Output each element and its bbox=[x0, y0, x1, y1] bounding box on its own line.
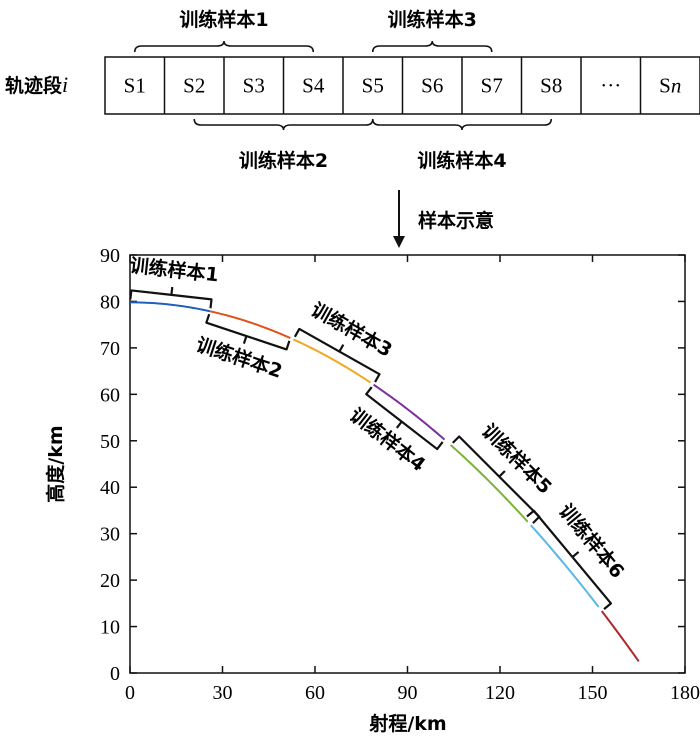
segment-cell-5: S5 bbox=[362, 74, 384, 98]
segment-cell-9: ··· bbox=[600, 74, 621, 98]
segment-name: S bbox=[481, 74, 493, 98]
row-label-var: i bbox=[62, 72, 68, 97]
x-tick-label: 180 bbox=[670, 682, 700, 704]
segment-cell-7: S7 bbox=[481, 74, 503, 98]
y-axis-label: 高度/km bbox=[44, 425, 67, 502]
x-tick-label: 90 bbox=[398, 682, 418, 704]
annotation-label-5: 训练样本5 bbox=[477, 419, 556, 498]
y-axis-ticks: 0 10 20 30 40 50 60 70 80 90 bbox=[100, 245, 685, 685]
y-tick-label: 60 bbox=[100, 384, 120, 406]
top-brace-1-label: 训练样本1 bbox=[179, 8, 268, 31]
annotation-bracket-2 bbox=[205, 313, 291, 351]
y-tick-label: 50 bbox=[100, 431, 120, 453]
segment-name: S bbox=[243, 74, 255, 98]
trajectory-chart: 0 30 60 90 120 150 180 0 10 20 30 40 50 60 70 80 90 射程/… bbox=[44, 245, 700, 735]
annotation-label-6: 训练样本6 bbox=[554, 499, 629, 582]
bottom-brace-1-label: 训练样本2 bbox=[239, 149, 328, 172]
segment-name: S bbox=[362, 74, 374, 98]
segment-index: n bbox=[671, 74, 682, 98]
trajectory-segment-4 bbox=[373, 383, 446, 441]
segment-boxes: S1 S2 S3 S4 S5 S6 S7 S8 ··· Sn bbox=[104, 56, 700, 115]
segment-cell-1: S1 bbox=[124, 74, 146, 98]
trajectory-segment-1 bbox=[129, 301, 211, 313]
segment-cell-6: S6 bbox=[421, 74, 443, 98]
trajectory-series bbox=[129, 301, 640, 662]
segment-schematic: 轨迹段i S1 S2 S3 S4 S5 S6 S7 S8 ··· Sn 训练样本1 训练样本3 训练… bbox=[5, 8, 700, 248]
bottom-brace-2-bracket bbox=[371, 118, 553, 131]
y-tick-label: 20 bbox=[100, 570, 120, 592]
segment-index: 3 bbox=[254, 74, 265, 98]
segment-index: 2 bbox=[195, 74, 206, 98]
top-braces: 训练样本1 训练样本3 bbox=[133, 8, 493, 53]
segment-name: S bbox=[302, 74, 314, 98]
row-label-text: 轨迹段 bbox=[5, 74, 63, 97]
annotation-label-4: 训练样本4 bbox=[345, 403, 430, 476]
y-tick-label: 30 bbox=[100, 524, 120, 546]
y-tick-label: 90 bbox=[100, 245, 120, 267]
segment-cell-8: S8 bbox=[540, 74, 562, 98]
annotation-label-1: 训练样本1 bbox=[129, 254, 220, 287]
arrow-label: 样本示意 bbox=[418, 209, 494, 232]
down-arrow-head bbox=[393, 236, 405, 248]
top-brace-2-bracket bbox=[371, 40, 493, 53]
y-tick-label: 0 bbox=[110, 663, 120, 685]
segment-cell-10: Sn bbox=[659, 74, 681, 98]
segment-index: 5 bbox=[373, 74, 384, 98]
segment-name: ··· bbox=[600, 74, 621, 98]
x-tick-label: 60 bbox=[305, 682, 325, 704]
segment-index: 7 bbox=[492, 74, 503, 98]
x-axis-label: 射程/km bbox=[368, 712, 446, 735]
segment-index: 6 bbox=[433, 74, 444, 98]
segment-index: 1 bbox=[135, 74, 146, 98]
x-tick-label: 30 bbox=[213, 682, 233, 704]
trajectory-segment-2 bbox=[209, 310, 291, 339]
y-tick-label: 10 bbox=[100, 617, 120, 639]
x-tick-label: 0 bbox=[125, 682, 135, 704]
segment-cell-2: S2 bbox=[183, 74, 205, 98]
y-tick-label: 40 bbox=[100, 477, 120, 499]
annotation-bracket-4 bbox=[365, 386, 444, 451]
x-tick-label: 150 bbox=[578, 682, 608, 704]
top-brace-2-label: 训练样本3 bbox=[388, 8, 477, 31]
segment-index: 8 bbox=[552, 74, 563, 98]
bottom-brace-1-bracket bbox=[193, 118, 374, 131]
annotation-bracket-3 bbox=[293, 327, 381, 383]
y-tick-label: 80 bbox=[100, 291, 120, 313]
annotation-label-2: 训练样本2 bbox=[193, 333, 285, 383]
segment-name: S bbox=[540, 74, 552, 98]
trajectory-segment-7 bbox=[600, 610, 640, 662]
row-label: 轨迹段i bbox=[5, 72, 68, 97]
segment-index: 4 bbox=[314, 74, 325, 98]
bottom-braces: 训练样本2 训练样本4 bbox=[193, 118, 553, 172]
annotation-bracket-6 bbox=[526, 509, 613, 610]
trajectory-segment-3 bbox=[293, 338, 372, 384]
segment-cell-4: S4 bbox=[302, 74, 325, 98]
y-tick-label: 70 bbox=[100, 338, 120, 360]
trajectory-segment-6 bbox=[530, 524, 600, 608]
trajectory-segment-5 bbox=[450, 444, 529, 523]
top-brace-1-bracket bbox=[133, 40, 315, 53]
x-tick-label: 120 bbox=[485, 682, 515, 704]
bottom-brace-2-label: 训练样本4 bbox=[417, 149, 506, 172]
annotation-bracket-1 bbox=[129, 286, 213, 309]
segment-name: S bbox=[421, 74, 433, 98]
x-axis-ticks: 0 30 60 90 120 150 180 bbox=[125, 255, 700, 704]
segment-cell-3: S3 bbox=[243, 74, 265, 98]
segment-name: S bbox=[124, 74, 136, 98]
segment-name: S bbox=[659, 74, 671, 98]
segment-name: S bbox=[183, 74, 195, 98]
